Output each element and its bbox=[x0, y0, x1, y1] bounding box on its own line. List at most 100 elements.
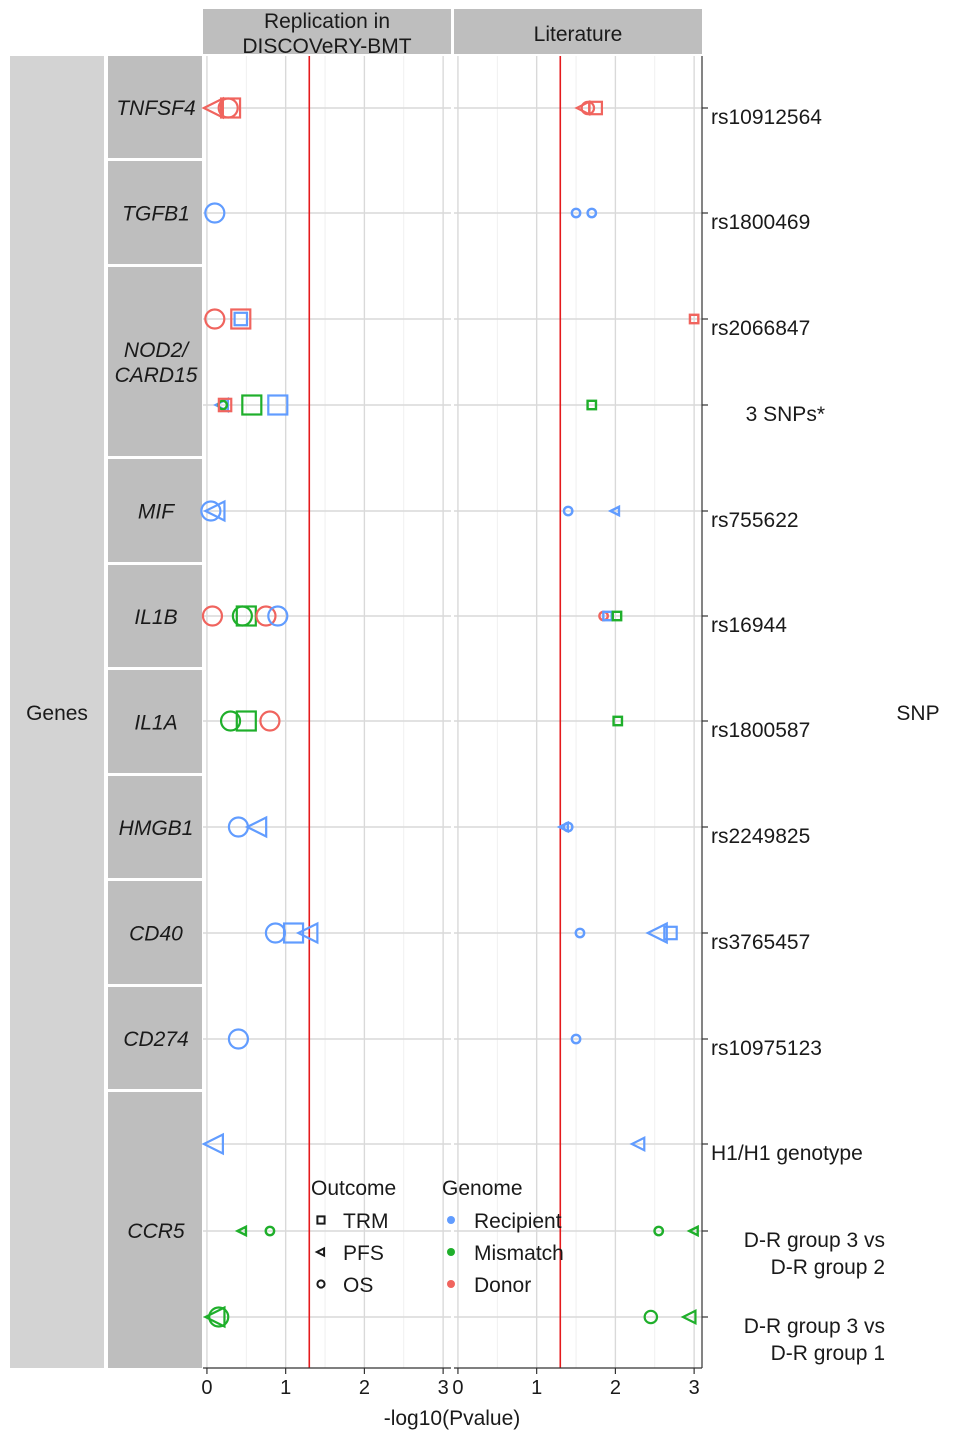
gene-label: CD40 bbox=[129, 923, 183, 946]
data-point-trm bbox=[612, 715, 624, 727]
data-point-os bbox=[204, 308, 226, 330]
x-tick-label: 0 bbox=[452, 1377, 463, 1399]
data-point-pfs bbox=[607, 504, 621, 518]
legend-color-dot bbox=[447, 1216, 455, 1224]
data-point-os bbox=[562, 821, 574, 833]
data-point-trm bbox=[217, 397, 233, 413]
data-point-pfs bbox=[201, 96, 224, 120]
data-point-pfs bbox=[244, 815, 268, 839]
snp-label: D-R group 2 bbox=[771, 1256, 885, 1279]
data-point-os bbox=[574, 927, 586, 939]
gene-label: TGFB1 bbox=[122, 203, 190, 226]
panel-strip bbox=[454, 9, 702, 54]
legend-shape-icon bbox=[316, 1215, 326, 1225]
data-point-pfs bbox=[295, 921, 319, 945]
genes-outer-strip bbox=[10, 56, 104, 1368]
legend-genome-label: Recipient bbox=[474, 1210, 562, 1233]
snp-label: rs1800469 bbox=[711, 211, 810, 234]
x-tick-label: 0 bbox=[201, 1377, 212, 1399]
data-point-trm bbox=[663, 925, 678, 941]
gene-strip bbox=[108, 987, 202, 1089]
data-point-trm bbox=[586, 399, 598, 411]
legend-outcome-title: Outcome bbox=[311, 1177, 396, 1200]
data-point-os bbox=[586, 207, 598, 219]
data-point-pfs bbox=[234, 1224, 248, 1238]
x-axis-title: -log10(Pvalue) bbox=[384, 1407, 521, 1430]
data-point-os bbox=[255, 605, 277, 627]
legend-outcome-label: TRM bbox=[343, 1210, 389, 1233]
gene-strip bbox=[108, 776, 202, 878]
data-point-os bbox=[219, 710, 242, 732]
snp-label: D-R group 3 vs bbox=[744, 1229, 885, 1252]
snp-label: rs2066847 bbox=[711, 317, 810, 340]
data-point-os bbox=[562, 505, 574, 517]
data-point-trm bbox=[282, 922, 305, 944]
gene-label: HMGB1 bbox=[119, 817, 194, 840]
data-point-os bbox=[200, 500, 222, 522]
legend-shape-icon bbox=[316, 1279, 326, 1289]
data-point-os bbox=[208, 1306, 230, 1328]
snp-label: 3 SNPs* bbox=[746, 403, 825, 426]
data-point-os bbox=[570, 207, 582, 219]
data-point-os bbox=[267, 605, 289, 627]
data-point-os bbox=[204, 202, 226, 224]
snp-label: rs10975123 bbox=[711, 1037, 822, 1060]
data-point-trm bbox=[267, 394, 289, 416]
y-axis-title-right: SNP bbox=[896, 702, 939, 725]
data-point-os bbox=[264, 1225, 276, 1237]
snp-label: H1/H1 genotype bbox=[711, 1142, 863, 1165]
legend-outcome-label: PFS bbox=[343, 1242, 384, 1265]
snp-label: D-R group 1 bbox=[771, 1342, 885, 1365]
gene-strip bbox=[108, 56, 202, 158]
data-point-trm bbox=[233, 311, 249, 327]
data-point-os bbox=[570, 1033, 582, 1045]
legend-genome-label: Mismatch bbox=[474, 1242, 564, 1265]
gene-label: IL1B bbox=[134, 606, 177, 629]
data-point-os bbox=[643, 1309, 659, 1325]
panel-title: Replication in bbox=[264, 10, 390, 33]
data-point-trm bbox=[241, 394, 263, 416]
gene-label: CARD15 bbox=[115, 364, 198, 387]
x-tick-label: 2 bbox=[610, 1377, 621, 1399]
gene-label: NOD2/ bbox=[124, 339, 190, 362]
snp-label: D-R group 3 vs bbox=[744, 1315, 885, 1338]
gene-label: IL1A bbox=[134, 712, 177, 735]
legend-genome-label: Donor bbox=[474, 1274, 531, 1297]
x-tick-label: 3 bbox=[689, 1377, 700, 1399]
genes-strip-label: Genes bbox=[26, 702, 88, 725]
gene-label: MIF bbox=[138, 501, 175, 524]
x-tick-label: 3 bbox=[438, 1377, 449, 1399]
snp-label: rs755622 bbox=[711, 509, 799, 532]
gene-strip bbox=[108, 267, 202, 456]
gene-label: CD274 bbox=[123, 1028, 188, 1051]
data-point-os bbox=[201, 605, 224, 627]
data-point-pfs bbox=[645, 921, 668, 945]
data-point-pfs bbox=[202, 499, 226, 523]
data-point-trm bbox=[235, 710, 257, 732]
legend-color-dot bbox=[447, 1248, 455, 1256]
x-tick-label: 2 bbox=[359, 1377, 370, 1399]
snp-label: rs10912564 bbox=[711, 106, 822, 129]
data-point-os bbox=[653, 1225, 665, 1237]
gene-strip bbox=[108, 459, 202, 562]
legend-color-dot bbox=[447, 1280, 455, 1288]
x-tick-label: 1 bbox=[531, 1377, 542, 1399]
gene-strip bbox=[108, 161, 202, 264]
snp-label: rs1800587 bbox=[711, 719, 810, 742]
panel-strip bbox=[203, 9, 451, 54]
data-point-pfs bbox=[680, 1309, 697, 1325]
legend-shape-icon bbox=[314, 1246, 326, 1258]
legend-genome-title: Genome bbox=[442, 1177, 523, 1200]
data-point-trm bbox=[688, 313, 700, 325]
data-point-pfs bbox=[201, 1132, 224, 1156]
snp-label: rs2249825 bbox=[711, 825, 810, 848]
panel-title: Literature bbox=[534, 23, 623, 46]
data-point-trm bbox=[230, 308, 252, 330]
data-point-trm bbox=[611, 610, 623, 622]
panel-title: DISCOVeRY-BMT bbox=[242, 35, 411, 58]
data-point-pfs bbox=[686, 1224, 699, 1238]
gene-label: TNFSF4 bbox=[116, 97, 195, 120]
data-point-pfs bbox=[202, 1305, 226, 1329]
data-point-os bbox=[259, 710, 281, 732]
